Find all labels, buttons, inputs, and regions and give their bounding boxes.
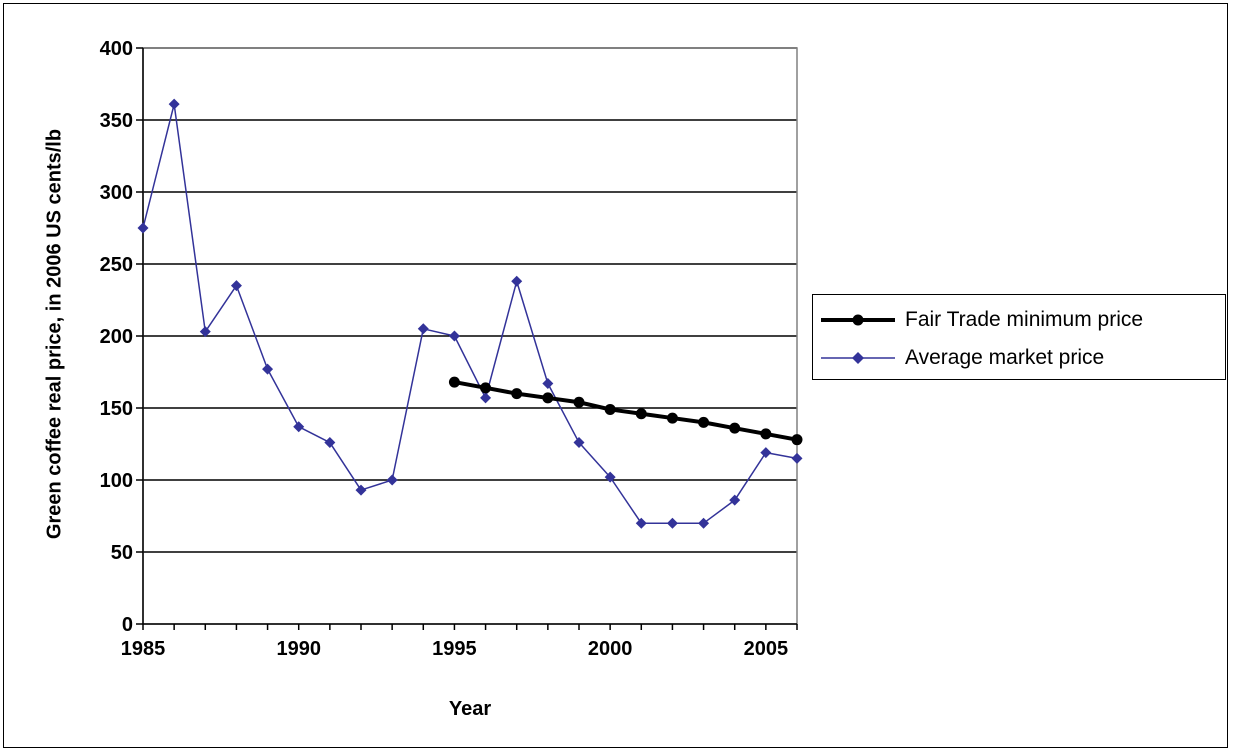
x-tick-label: 1990: [276, 638, 321, 660]
y-tick-label: 0: [122, 614, 133, 636]
y-tick-label: 200: [100, 326, 133, 348]
data-point-market-price: [262, 363, 274, 375]
data-point-fair-trade: [698, 416, 710, 428]
legend-swatch-fair-trade: [821, 314, 895, 326]
data-point-fair-trade: [573, 396, 585, 408]
data-point-market-price: [417, 323, 429, 335]
series-line-fair-trade: [454, 380, 798, 442]
x-tick-label: 1985: [121, 638, 166, 660]
data-point-market-price: [791, 452, 803, 464]
legend-marker-fair-trade: [852, 314, 864, 326]
data-point-market-price: [666, 517, 678, 529]
y-tick-label: 250: [100, 254, 133, 276]
data-point-market-price: [542, 378, 554, 390]
x-axis-title: Year: [449, 698, 491, 720]
data-point-market-price: [199, 326, 211, 338]
x-tick-label: 1995: [432, 638, 477, 660]
data-point-market-price: [324, 437, 336, 449]
data-point-market-price: [448, 330, 460, 342]
y-axis-title: Green coffee real price, in 2006 US cent…: [43, 129, 65, 539]
data-point-market-price: [386, 474, 398, 486]
legend-label-market-price: Average market price: [905, 346, 1105, 369]
data-point-fair-trade: [480, 382, 492, 394]
data-point-market-price: [480, 392, 492, 404]
series-layer: [137, 98, 803, 529]
legend-swatch-market-price: [821, 352, 895, 364]
gridlines: [143, 47, 797, 553]
data-point-market-price: [604, 471, 616, 483]
y-tick-label: 350: [100, 110, 133, 132]
data-point-market-price: [355, 484, 367, 496]
y-tick-label: 100: [100, 470, 133, 492]
data-point-market-price: [137, 222, 149, 234]
data-point-market-price: [293, 421, 305, 433]
data-point-market-price: [635, 517, 647, 529]
data-point-market-price: [168, 98, 180, 110]
data-point-fair-trade: [729, 422, 741, 434]
data-point-market-price: [511, 275, 523, 287]
data-point-market-price: [729, 494, 741, 506]
y-tick-label: 50: [111, 542, 133, 564]
data-point-fair-trade: [791, 434, 803, 446]
legend: Fair Trade minimum price Average market …: [812, 294, 1226, 380]
legend-item-market-price: Average market price: [813, 343, 1104, 373]
data-point-fair-trade: [604, 403, 616, 415]
legend-label-fair-trade: Fair Trade minimum price: [905, 308, 1144, 331]
data-point-fair-trade: [635, 408, 647, 420]
x-tick-label: 2005: [744, 638, 789, 660]
axes: 0 50 100 150 200 250 300 350 400 1985 1990 1995 2000…: [100, 38, 798, 660]
data-point-fair-trade: [542, 392, 554, 404]
y-tick-label: 400: [100, 38, 133, 60]
data-point-fair-trade: [760, 428, 772, 440]
x-tick-label: 2000: [588, 638, 633, 660]
data-point-fair-trade: [511, 388, 523, 400]
data-point-market-price: [573, 437, 585, 449]
data-point-market-price: [230, 280, 242, 292]
y-tick-label: 300: [100, 182, 133, 204]
data-point-fair-trade: [448, 376, 460, 388]
data-point-market-price: [760, 447, 772, 459]
legend-item-fair-trade: Fair Trade minimum price: [813, 305, 1143, 335]
data-point-market-price: [698, 517, 710, 529]
series-line-market-price: [142, 103, 798, 524]
y-tick-label: 150: [100, 398, 133, 420]
legend-marker-market-price: [852, 352, 864, 364]
data-point-fair-trade: [666, 412, 678, 424]
